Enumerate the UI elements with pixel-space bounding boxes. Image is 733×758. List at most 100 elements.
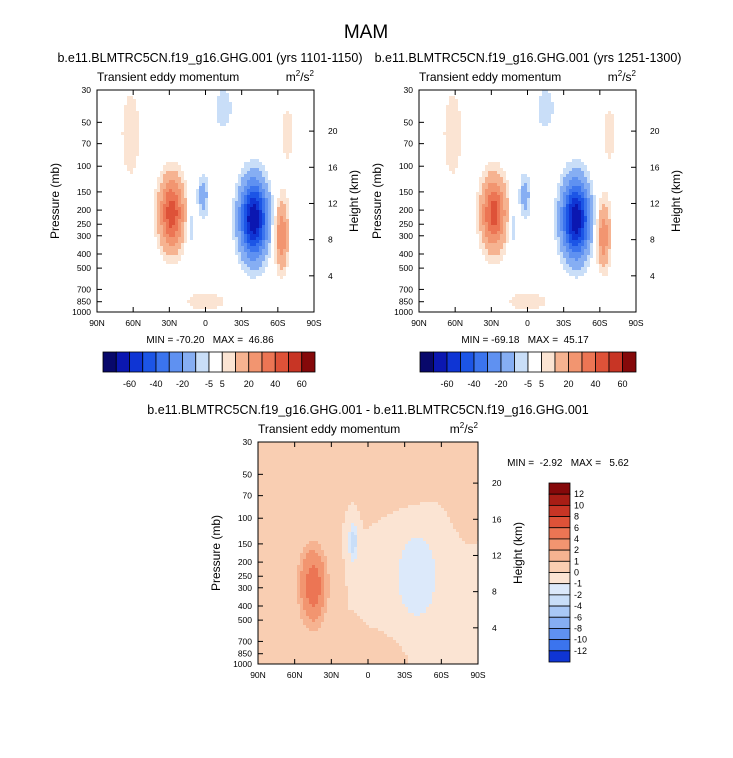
field-cell	[160, 261, 164, 265]
field-cell	[289, 201, 293, 205]
field-cell	[205, 255, 209, 259]
field-cell	[136, 258, 140, 262]
field-cell	[157, 216, 161, 220]
field-cell	[169, 279, 173, 283]
field-cell	[235, 264, 239, 268]
field-cell	[190, 270, 194, 274]
field-cell	[310, 276, 314, 280]
field-cell	[298, 135, 302, 139]
field-cell	[202, 183, 206, 187]
field-cell	[259, 177, 263, 181]
field-cell	[247, 285, 251, 289]
field-cell	[118, 267, 122, 271]
field-cell	[160, 90, 164, 94]
field-cell	[187, 159, 191, 163]
field-cell	[289, 246, 293, 250]
field-cell	[97, 261, 101, 265]
field-cell	[217, 174, 221, 178]
field-cell	[103, 168, 107, 172]
field-cell	[136, 192, 140, 196]
field-cell	[301, 234, 305, 238]
field-cell	[121, 99, 125, 103]
field-cell	[226, 126, 230, 130]
field-cell	[193, 204, 197, 208]
field-cell	[163, 276, 167, 280]
field-cell	[235, 237, 239, 241]
field-cell	[214, 183, 218, 187]
field-cell	[172, 144, 176, 148]
field-cell	[244, 186, 248, 190]
field-cell	[310, 201, 314, 205]
field-cell	[136, 276, 140, 280]
field-cell	[307, 195, 311, 199]
field-cell	[124, 270, 128, 274]
field-cell	[238, 240, 242, 244]
field-cell	[310, 99, 314, 103]
field-cell	[100, 255, 104, 259]
field-cell	[265, 237, 269, 241]
field-cell	[283, 132, 287, 136]
field-cell	[103, 105, 107, 109]
field-cell	[139, 132, 143, 136]
field-cell	[163, 261, 167, 265]
field-cell	[268, 189, 272, 193]
field-cell	[169, 252, 173, 256]
field-cell	[277, 156, 281, 160]
field-cell	[136, 186, 140, 190]
field-cell	[166, 237, 170, 241]
field-cell	[202, 156, 206, 160]
field-cell	[133, 237, 137, 241]
field-cell	[178, 138, 182, 142]
field-cell	[247, 93, 251, 97]
field-cell	[295, 258, 299, 262]
field-cell	[223, 291, 227, 295]
field-cell	[241, 240, 245, 244]
field-cell	[148, 243, 152, 247]
field-cell	[178, 108, 182, 112]
field-cell	[163, 99, 167, 103]
field-cell	[265, 213, 269, 217]
field-cell	[286, 216, 290, 220]
field-cell	[100, 99, 104, 103]
field-cell	[169, 141, 173, 145]
field-cell	[301, 201, 305, 205]
field-cell	[214, 240, 218, 244]
field-cell	[214, 174, 218, 178]
field-cell	[301, 171, 305, 175]
field-cell	[283, 273, 287, 277]
field-cell	[265, 258, 269, 262]
field-cell	[301, 156, 305, 160]
field-cell	[154, 264, 158, 268]
field-cell	[226, 93, 230, 97]
field-cell	[205, 141, 209, 145]
field-cell	[130, 171, 134, 175]
field-cell	[208, 231, 212, 235]
field-cell	[157, 231, 161, 235]
field-cell	[157, 267, 161, 271]
field-cell	[289, 195, 293, 199]
field-cell	[145, 201, 149, 205]
field-cell	[133, 285, 137, 289]
field-cell	[130, 174, 134, 178]
field-cell	[214, 222, 218, 226]
field-cell	[178, 264, 182, 268]
field-cell	[100, 132, 104, 136]
field-cell	[163, 240, 167, 244]
field-cell	[268, 255, 272, 259]
field-cell	[160, 264, 164, 268]
field-cell	[151, 123, 155, 127]
field-cell	[187, 150, 191, 154]
field-cell	[211, 204, 215, 208]
field-cell	[262, 168, 266, 172]
field-cell	[163, 285, 167, 289]
field-cell	[241, 93, 245, 97]
field-cell	[295, 93, 299, 97]
field-cell	[106, 138, 110, 142]
field-cell	[214, 120, 218, 124]
field-cell	[211, 150, 215, 154]
field-cell	[151, 294, 155, 298]
field-cell	[241, 228, 245, 232]
field-cell	[169, 192, 173, 196]
field-cell	[250, 90, 254, 94]
field-cell	[301, 168, 305, 172]
